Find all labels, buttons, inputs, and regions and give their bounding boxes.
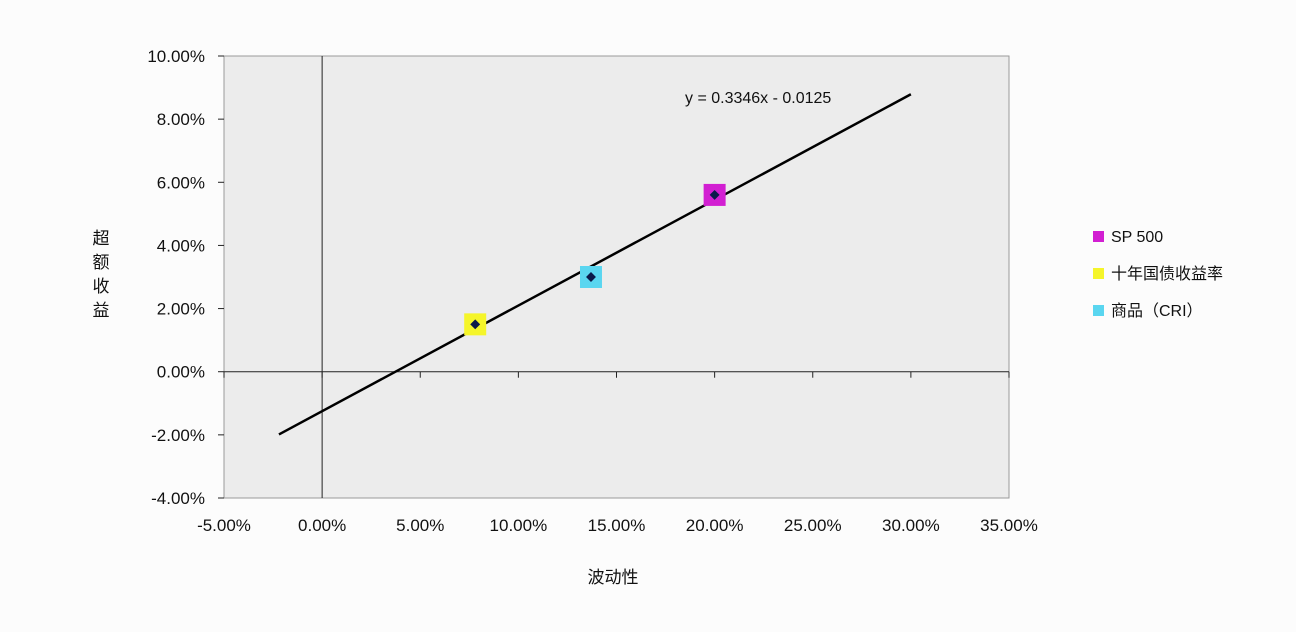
y-axis-title-char: 益 <box>93 301 110 320</box>
y-tick-label: 2.00% <box>157 300 205 319</box>
y-tick-label: 10.00% <box>147 47 205 66</box>
y-axis-title-char: 额 <box>93 253 110 272</box>
data-point-marker <box>470 319 481 330</box>
legend-swatch <box>1093 305 1104 316</box>
x-tick-label: -5.00% <box>197 516 251 535</box>
data-points <box>464 183 726 336</box>
y-tick-label: 4.00% <box>157 236 205 255</box>
trendline-group <box>278 93 912 436</box>
legend-label: 商品（CRI） <box>1111 302 1203 320</box>
x-tick-label: 25.00% <box>784 516 842 535</box>
x-tick-label: 35.00% <box>980 516 1038 535</box>
trendline <box>278 93 912 436</box>
y-tick-label: 8.00% <box>157 110 205 129</box>
y-axis-title-char: 超 <box>93 229 110 248</box>
legend-label: SP 500 <box>1111 229 1163 246</box>
x-tick-label: 10.00% <box>490 516 548 535</box>
plot-area <box>223 55 1010 499</box>
x-tick-label: 15.00% <box>588 516 646 535</box>
x-axis-title: 波动性 <box>588 568 639 587</box>
legend-label: 十年国债收益率 <box>1111 265 1223 283</box>
data-point-marker <box>709 189 720 200</box>
data-point-marker <box>586 272 596 282</box>
y-tick-label: -2.00% <box>151 426 205 445</box>
x-axis-ticks: -5.00% 0.00% 5.00% 10.00% 15.00% 20.00% 25.00%… <box>197 371 1038 535</box>
y-axis-ticks: -4.00% -2.00% 0.00% 2.00% 4.00% 6.00% 8.00% 10.… <box>147 47 224 508</box>
legend-swatch <box>1093 231 1104 242</box>
y-axis-title-char: 收 <box>93 277 110 296</box>
x-tick-label: 20.00% <box>686 516 744 535</box>
y-tick-label: -4.00% <box>151 489 205 508</box>
legend-swatch <box>1093 268 1104 279</box>
x-tick-label: 30.00% <box>882 516 940 535</box>
y-tick-label: 0.00% <box>157 363 205 382</box>
x-tick-label: 0.00% <box>298 516 346 535</box>
y-tick-label: 6.00% <box>157 173 205 192</box>
trendline-equation: y = 0.3346x - 0.0125 <box>685 90 831 107</box>
x-tick-label: 5.00% <box>396 516 444 535</box>
